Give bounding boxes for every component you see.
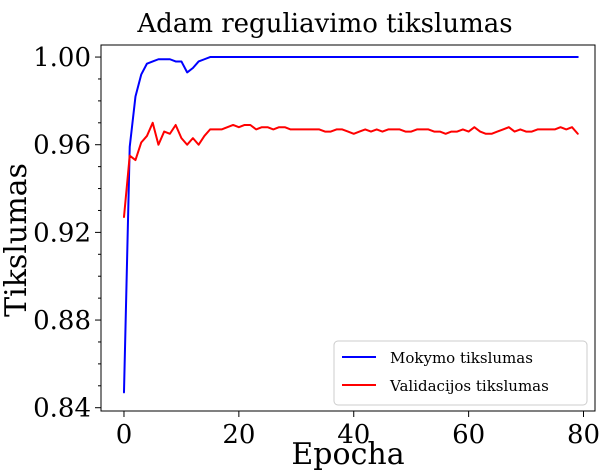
y-tick-label: 0.88 [33,306,91,336]
chart-title: Adam reguliavimo tikslumas [136,9,512,39]
series-line-training [122,56,579,394]
legend-label-validation: Validacijos tikslumas [389,377,549,395]
series-line-validation [122,121,579,219]
legend: Mokymo tikslumas Validacijos tikslumas [333,340,588,406]
x-tick-label: 80 [567,420,600,450]
x-tick-label: 0 [116,420,133,450]
y-axis-label: Tikslumas [0,163,34,317]
plot-frame [100,44,596,412]
y-tick-label: 0.96 [33,131,91,161]
x-tick-label: 20 [222,420,255,450]
y-tick-label: 0.92 [33,218,91,248]
legend-label-training: Mokymo tikslumas [390,349,533,367]
series-layer [122,56,579,394]
y-tick-label: 1.00 [33,43,91,73]
axis-layer: 0 20 40 60 80 0.84 0.88 0.92 0.96 1.00 [33,43,600,450]
legend-box [333,340,588,406]
x-tick-label: 60 [452,420,485,450]
y-tick-label: 0.84 [33,394,91,424]
x-axis-label: Epocha [291,437,404,472]
x-tick-label: 40 [337,420,370,450]
